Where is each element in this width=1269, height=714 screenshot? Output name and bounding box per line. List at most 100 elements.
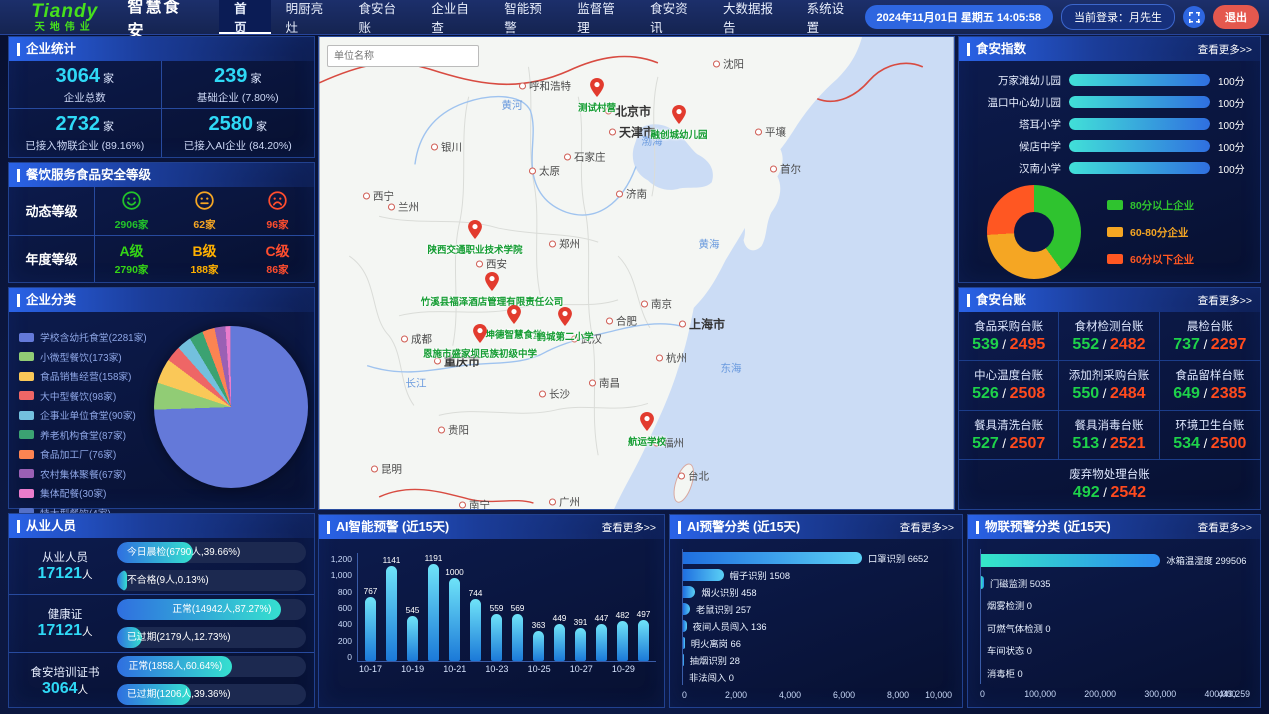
map-pin-1[interactable]: 融创城幼儿园 [672,105,686,129]
view-more-link[interactable]: 查看更多>> [1198,520,1252,535]
legend-chip [19,489,34,498]
city-label: 郑州 [559,237,580,252]
city-dot [363,193,370,200]
staff-rows: 从业人员17121人今日晨检(6790人,39.66%)不合格(9人,0.13%… [9,538,314,709]
brand-logo-cn: 天地伟业 [35,23,95,33]
legend-chip [19,430,34,439]
stat-unit: 家 [256,121,267,133]
legend-chip [19,372,34,381]
map-pin-3[interactable]: 竹溪县福泽酒店管理有限责任公司 [485,272,499,296]
panel-safety-level: 餐饮服务食品安全等级 动态等级2906家62家96家年度等级A级2790家B级1… [8,162,315,283]
map-pin-6[interactable]: 鹤城第二小学 [558,307,572,331]
y-tick: 200 [325,636,352,646]
map-pin-7[interactable]: 航运学校 [640,412,654,436]
panel-title: 企业统计 [17,43,76,56]
bar-label: 帽子识别 1508 [730,568,790,582]
pie-legend-item-0: 学校含幼托食堂(2281家) [19,330,154,344]
map-water-label-2: 黄海 [699,237,720,252]
fullscreen-button[interactable] [1183,6,1205,28]
food-index-donut-area: 80分以上企业60-80分企业60分以下企业 [959,181,1260,279]
map-search-input[interactable] [327,45,479,67]
staff-row-0: 从业人员17121人今日晨检(6790人,39.66%)不合格(9人,0.13%… [9,538,314,594]
panel-food-index: 食安指数 查看更多>> 万家滩幼儿园100分温口中心幼儿园100分塔耳小学100… [958,36,1261,283]
x-tick: 6,000 [833,690,855,700]
bar-value: 545 [406,605,420,615]
panel-enterprise-category: 企业分类 学校含幼托食堂(2281家)小微型餐饮(173家)食品销售经营(158… [8,287,315,509]
category-pie-chart [154,326,308,488]
school-name: 温口中心幼儿园 [969,95,1061,110]
bar-label: 老鼠识别 257 [696,602,751,616]
nav-tab-2[interactable]: 食安台账 [343,0,416,34]
bar [554,624,565,661]
hbar-row-5: 明火离岗 66 [683,634,952,651]
grade-label: C级 [265,241,289,261]
city-label: 成都 [411,332,432,347]
logout-button[interactable]: 退出 [1213,5,1259,29]
hbar-row-3: 老鼠识别 257 [683,600,952,617]
stat-label: 企业总数 [64,90,106,105]
view-more-link[interactable]: 查看更多>> [900,520,954,535]
map-city-6: 银川 [431,140,462,155]
legend-label: 60-80分企业 [1130,225,1188,240]
city-dot [388,204,395,211]
map-pin-2[interactable]: 陕西交通职业技术学院 [468,220,482,244]
fullscreen-icon [1189,12,1200,23]
ledger-cell-3: 中心温度台账526 / 2508 [959,361,1059,410]
iot-category-hbar-chart: 冰箱温湿度 299506门磁监测 5035烟雾检测 0可燃气体检测 0车间状态 … [968,539,1260,701]
nav-tab-3[interactable]: 企业自查 [416,0,489,34]
bar-column-3: 1191 [423,553,444,661]
map-pin-5[interactable]: 恩施市盛家坝民族初级中学 [473,324,487,348]
grade-count: 86家 [266,262,288,277]
ledger-cell-0: 食品采购台账539 / 2495 [959,312,1059,361]
pie-legend-item-8: 集体配餐(30家) [19,486,154,500]
nav-tab-4[interactable]: 智能预警 [489,0,562,34]
staff-row-name: 食安培训证书 [17,664,113,680]
map-pin-4[interactable]: 坤德智慧食堂 [507,305,521,329]
bar [683,603,690,615]
nav-tab-1[interactable]: 明厨亮灶 [271,0,344,34]
ledger-numbers: 513 / 2521 [1072,435,1145,453]
x-tick: 10-25 [528,664,551,674]
map-city-17: 南京 [641,297,672,312]
bar [683,569,724,581]
nav-tab-6[interactable]: 食安资讯 [635,0,708,34]
map-pin-0[interactable]: 测试村营 [590,78,604,102]
ledger-total: 2521 [1110,435,1146,452]
stat-number: 239 [214,65,247,87]
nav-tab-0[interactable]: 首页 [219,0,270,34]
city-dot [679,321,686,328]
bar-label: 抽烟识别 28 [690,653,740,667]
nav-tab-5[interactable]: 监督管理 [562,0,635,34]
map-city-26: 台北 [678,469,709,484]
city-dot [770,166,777,173]
y-tick: 1,000 [325,570,352,580]
legend-chip [19,333,34,342]
panel-ai-warning: AI智能预警 (近15天) 查看更多>> 1,2001,000800600400… [318,514,665,708]
panel-header: 食安台账 查看更多>> [959,288,1260,312]
nav-tab-7[interactable]: 大数据报告 [708,0,792,34]
stat-label: 基础企业 (7.80%) [197,90,279,105]
view-more-link[interactable]: 查看更多>> [1198,293,1252,308]
bar-label: 车间状态 0 [987,643,1032,657]
map-pin-label: 坤德智慧食堂 [486,327,543,341]
ledger-total: 2495 [1010,336,1046,353]
panel-ledger: 食安台账 查看更多>> 食品采购台账539 / 2495食材检测台账552 / … [958,287,1261,510]
china-map[interactable]: 呼和浩特沈阳北京市天津市平壤首尔银川石家庄太原济南西宁兰州郑州西安成都重庆市武汉… [319,37,954,509]
y-tick: 1,200 [325,554,352,564]
view-more-link[interactable]: 查看更多>> [1198,42,1252,57]
donut-legend-item-2: 60分以下企业 [1107,252,1194,267]
grade-count: 62家 [193,217,215,232]
view-more-link[interactable]: 查看更多>> [602,520,656,535]
dynamic-item-0: 2906家 [95,190,168,232]
bar [575,628,586,661]
nav-tab-8[interactable]: 系统设置 [792,0,865,34]
bar-label: 消毒柜 0 [987,666,1023,680]
ledger-separator: / [1099,386,1110,401]
pie-legend-item-6: 食品加工厂(76家) [19,447,154,461]
safety-row-dynamic: 动态等级2906家62家96家 [9,187,314,235]
ledger-done: 526 [972,385,999,402]
ledger-total: 2500 [1211,435,1247,452]
city-dot [656,355,663,362]
staff-bar-0: 正常(14942人,87.27%) [117,599,306,620]
city-dot [519,83,526,90]
